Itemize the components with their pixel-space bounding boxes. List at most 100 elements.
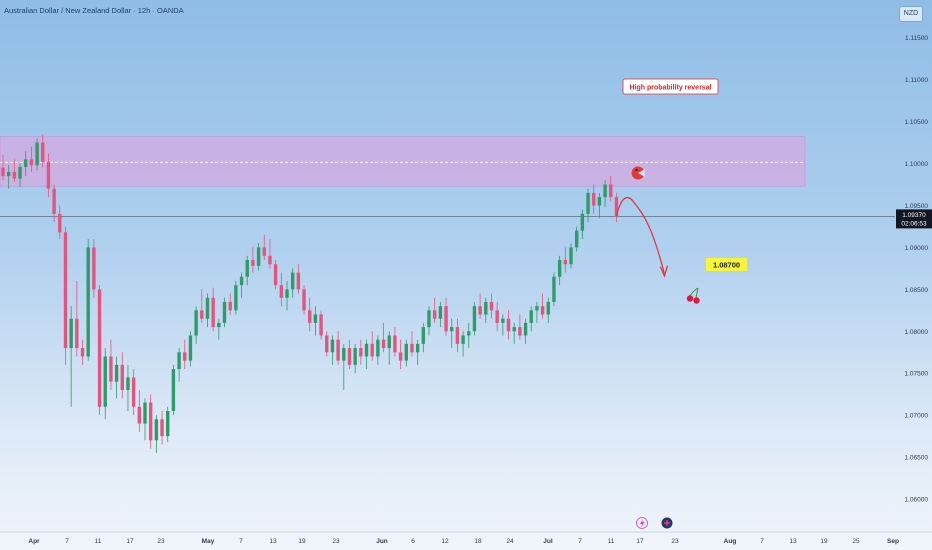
candle-body[interactable] — [359, 348, 363, 357]
candle-body[interactable] — [256, 247, 261, 266]
candle-body[interactable] — [336, 339, 340, 361]
candle-body[interactable] — [472, 306, 477, 332]
candle-body[interactable] — [52, 188, 56, 214]
candle-body[interactable] — [273, 264, 278, 286]
candle-body[interactable] — [415, 343, 420, 353]
candle-body[interactable] — [563, 260, 568, 265]
candle-body[interactable] — [546, 301, 550, 315]
candle-body[interactable] — [24, 159, 28, 167]
candle-body[interactable] — [308, 310, 312, 323]
candle-body[interactable] — [609, 184, 613, 198]
candle-body[interactable] — [63, 232, 68, 349]
candle-body[interactable] — [330, 339, 335, 353]
candle-body[interactable] — [557, 260, 562, 277]
candle-body[interactable] — [279, 285, 284, 298]
candle-body[interactable] — [325, 335, 329, 353]
candle-body[interactable] — [347, 348, 352, 365]
candle-body[interactable] — [512, 327, 516, 332]
candle-body[interactable] — [97, 289, 102, 407]
candle-body[interactable] — [296, 272, 301, 290]
candle-body[interactable] — [285, 289, 289, 298]
candle-body[interactable] — [131, 377, 136, 407]
candle-body[interactable] — [228, 301, 232, 311]
candle-body[interactable] — [222, 301, 227, 323]
candle-body[interactable] — [455, 327, 460, 344]
candle-body[interactable] — [12, 171, 17, 179]
candle-body[interactable] — [370, 343, 374, 357]
candle-body[interactable] — [18, 166, 22, 179]
candle-body[interactable] — [177, 352, 181, 370]
candle-body[interactable] — [160, 419, 164, 437]
candle-body[interactable] — [574, 230, 579, 248]
candle-body[interactable] — [188, 335, 193, 361]
candle-body[interactable] — [376, 339, 380, 357]
candle-body[interactable] — [421, 327, 426, 344]
candle-body[interactable] — [450, 327, 454, 332]
candle-body[interactable] — [154, 419, 159, 441]
candle-body[interactable] — [404, 343, 408, 361]
candle-body[interactable] — [381, 339, 386, 349]
candle-body[interactable] — [92, 247, 96, 290]
candle-body[interactable] — [540, 306, 545, 315]
candle-body[interactable] — [364, 343, 369, 357]
candle-body[interactable] — [41, 142, 45, 162]
candle-body[interactable] — [217, 322, 221, 328]
candle-body[interactable] — [268, 255, 272, 265]
candle-body[interactable] — [523, 322, 528, 336]
candle-body[interactable] — [495, 310, 499, 323]
candle-body[interactable] — [393, 335, 397, 353]
candle-body[interactable] — [432, 310, 437, 319]
candle-body[interactable] — [302, 289, 306, 311]
candle-body[interactable] — [586, 192, 590, 214]
candle-body[interactable] — [148, 402, 153, 441]
candle-body[interactable] — [603, 184, 607, 198]
candle-body[interactable] — [114, 364, 119, 382]
candle-body[interactable] — [120, 364, 124, 390]
candle-body[interactable] — [29, 159, 34, 166]
candle-body[interactable] — [290, 272, 295, 290]
candle-body[interactable] — [506, 318, 511, 332]
candle-body[interactable] — [478, 306, 482, 315]
candle-body[interactable] — [262, 247, 266, 256]
candle-body[interactable] — [58, 213, 62, 233]
reversal-annotation[interactable]: High probability reversal — [622, 78, 719, 95]
candle-body[interactable] — [126, 377, 130, 390]
candle-body[interactable] — [438, 306, 443, 319]
target-annotation[interactable]: 1.08700 — [706, 258, 747, 271]
flag-event-icon[interactable] — [661, 517, 673, 529]
candle-body[interactable] — [353, 348, 357, 365]
candle-body[interactable] — [251, 260, 255, 266]
candle-body[interactable] — [529, 310, 533, 323]
candle-body[interactable] — [313, 314, 318, 323]
candle-body[interactable] — [234, 285, 238, 311]
candle-body[interactable] — [75, 318, 79, 349]
candle-body[interactable] — [467, 331, 471, 336]
candle-body[interactable] — [427, 310, 431, 328]
candle-body[interactable] — [183, 352, 187, 361]
candle-body[interactable] — [592, 192, 596, 206]
candle-body[interactable] — [461, 335, 465, 344]
candle-body[interactable] — [211, 297, 215, 328]
candle-body[interactable] — [35, 142, 39, 166]
candle-body[interactable] — [239, 276, 244, 286]
candle-body[interactable] — [552, 276, 556, 302]
candle-body[interactable] — [444, 306, 448, 332]
candle-body[interactable] — [398, 352, 403, 361]
lightning-event-icon[interactable] — [636, 517, 648, 529]
candle-body[interactable] — [245, 260, 249, 277]
candle-body[interactable] — [569, 247, 573, 265]
candle-body[interactable] — [410, 343, 414, 353]
candle-body[interactable] — [86, 247, 90, 357]
candle-body[interactable] — [194, 310, 198, 336]
candle-body[interactable] — [614, 197, 619, 217]
resistance-zone[interactable] — [0, 136, 806, 187]
candle-body[interactable] — [597, 197, 602, 206]
candle-body[interactable] — [166, 410, 170, 437]
candle-body[interactable] — [387, 335, 391, 349]
candle-body[interactable] — [171, 369, 176, 411]
candle-body[interactable] — [342, 348, 346, 361]
candle-body[interactable] — [200, 310, 204, 319]
candle-body[interactable] — [80, 348, 85, 357]
